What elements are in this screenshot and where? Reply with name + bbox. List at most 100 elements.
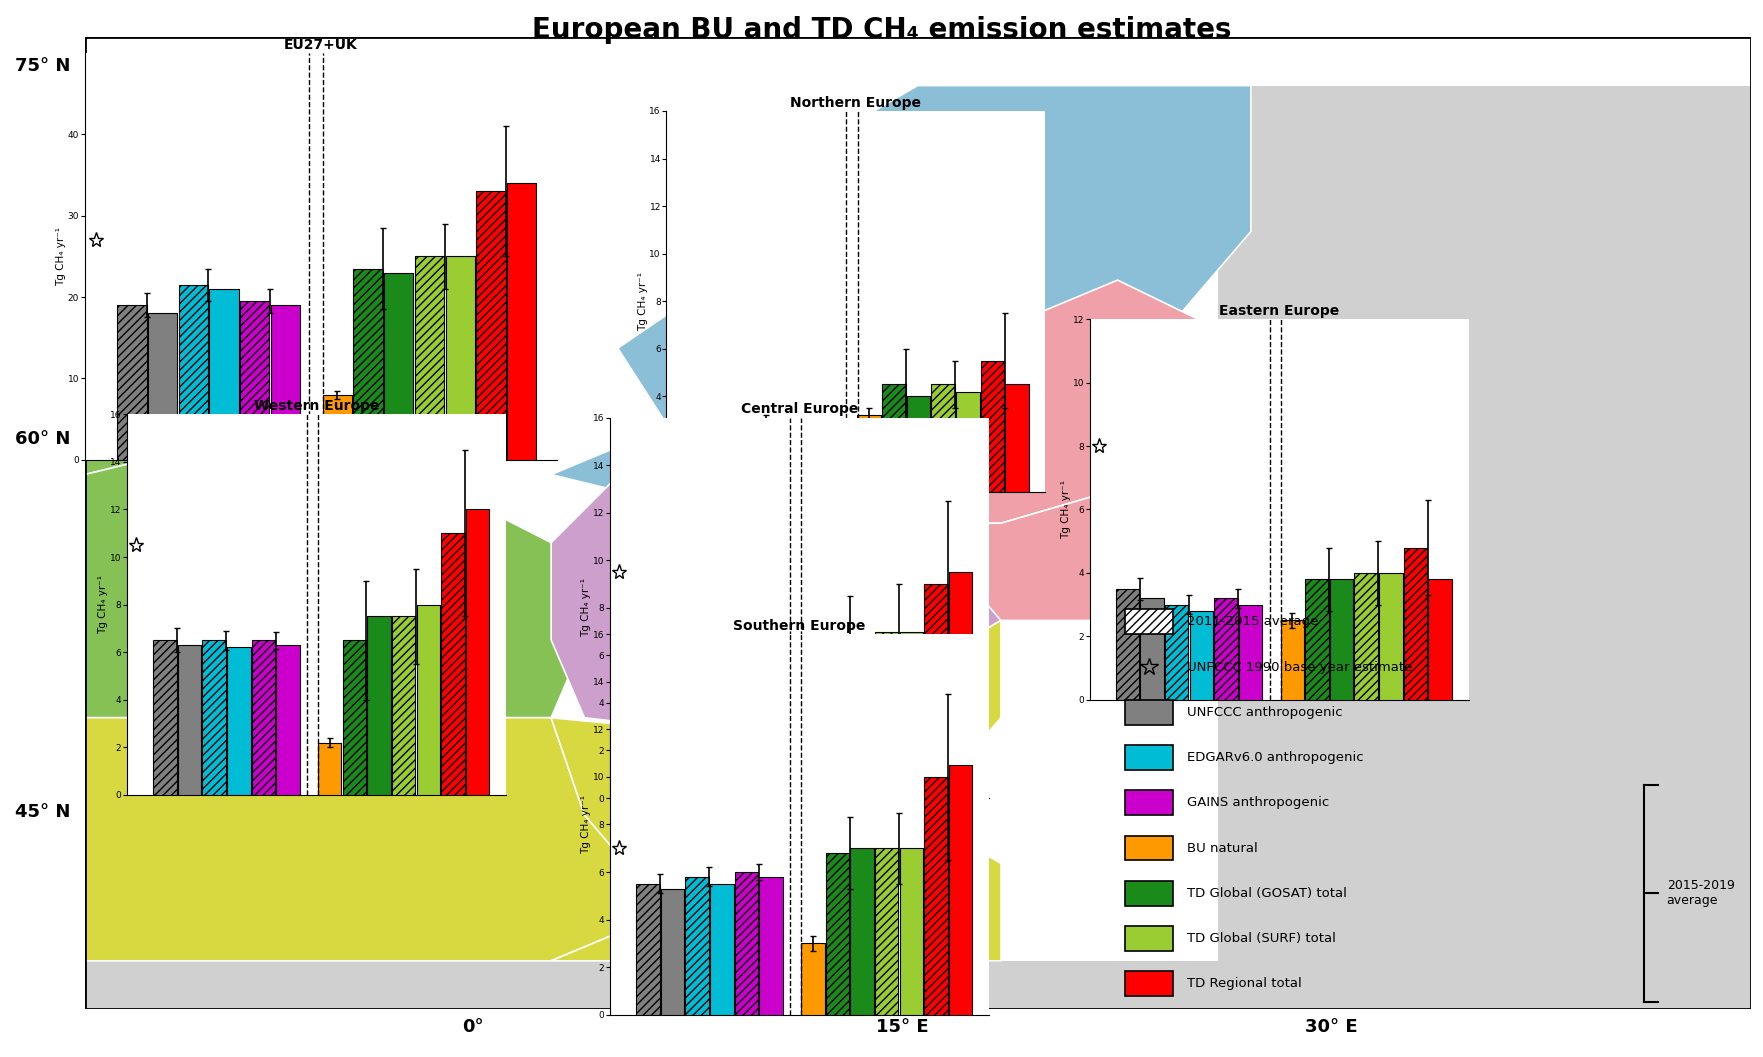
Bar — [1215, 598, 1238, 700]
Text: EDGARv6.0 anthropogenic: EDGARv6.0 anthropogenic — [1186, 752, 1365, 764]
Bar — [414, 256, 444, 460]
Bar — [948, 765, 973, 1015]
Bar — [1190, 611, 1213, 700]
Bar — [203, 641, 226, 795]
Bar — [317, 742, 342, 795]
Bar — [899, 848, 924, 1015]
Text: 2015-2019
average: 2015-2019 average — [1666, 879, 1735, 907]
Bar — [874, 848, 899, 1015]
Bar — [710, 884, 733, 1015]
Polygon shape — [917, 475, 1218, 620]
Bar — [882, 385, 906, 492]
Title: Western Europe: Western Europe — [254, 400, 379, 413]
Bar — [948, 572, 973, 798]
Text: UNFCCC anthropogenic: UNFCCC anthropogenic — [1186, 706, 1343, 719]
Bar — [924, 583, 948, 798]
Y-axis label: Tg CH₄ yr⁻¹: Tg CH₄ yr⁻¹ — [582, 795, 592, 854]
Bar — [1116, 589, 1139, 700]
Bar — [1354, 573, 1379, 700]
Bar — [956, 392, 980, 492]
Bar — [227, 647, 250, 795]
Bar — [735, 872, 758, 1015]
Bar — [800, 779, 825, 798]
FancyBboxPatch shape — [1125, 880, 1172, 906]
Polygon shape — [552, 86, 1250, 523]
Bar — [153, 641, 176, 795]
Bar — [636, 674, 659, 798]
FancyBboxPatch shape — [1125, 700, 1172, 725]
Bar — [874, 632, 899, 798]
Bar — [1239, 605, 1262, 700]
Bar — [760, 877, 783, 1015]
Bar — [850, 848, 874, 1015]
Bar — [384, 273, 414, 460]
Text: 0°: 0° — [462, 1018, 483, 1037]
Bar — [342, 641, 367, 795]
Bar — [1403, 548, 1428, 700]
Y-axis label: Tg CH₄ yr⁻¹: Tg CH₄ yr⁻¹ — [638, 272, 649, 331]
Bar — [416, 605, 441, 795]
Text: 60° N: 60° N — [16, 429, 71, 448]
Bar — [800, 943, 825, 1015]
Bar — [980, 360, 1005, 492]
Bar — [792, 470, 815, 492]
Bar — [924, 777, 948, 1015]
Bar — [465, 509, 490, 795]
Text: 45° N: 45° N — [16, 802, 71, 821]
Bar — [661, 680, 684, 798]
Text: European BU and TD CH₄ emission estimates: European BU and TD CH₄ emission estimate… — [532, 16, 1231, 43]
Bar — [661, 889, 684, 1015]
Polygon shape — [85, 718, 668, 961]
Text: 75° N: 75° N — [16, 56, 71, 75]
Bar — [1141, 598, 1164, 700]
Title: Eastern Europe: Eastern Europe — [1218, 304, 1340, 318]
Text: TD Global (SURF) total: TD Global (SURF) total — [1186, 932, 1336, 945]
Bar — [850, 644, 874, 798]
Bar — [446, 256, 474, 460]
Polygon shape — [85, 231, 335, 475]
Text: 30° E: 30° E — [1305, 1018, 1358, 1037]
Bar — [148, 313, 178, 460]
Text: BU natural: BU natural — [1186, 841, 1259, 854]
Bar — [178, 645, 201, 795]
Bar — [367, 616, 391, 795]
Bar — [323, 394, 353, 460]
FancyBboxPatch shape — [1125, 745, 1172, 769]
FancyBboxPatch shape — [1125, 791, 1172, 815]
Bar — [686, 877, 709, 1015]
Title: Central Europe: Central Europe — [740, 403, 859, 416]
Y-axis label: Tg CH₄ yr⁻¹: Tg CH₄ yr⁻¹ — [1061, 480, 1072, 539]
Bar — [931, 385, 956, 492]
Polygon shape — [552, 620, 1001, 961]
Bar — [1379, 573, 1403, 700]
Bar — [272, 305, 300, 460]
Bar — [1329, 579, 1354, 700]
Bar — [718, 472, 740, 492]
FancyBboxPatch shape — [1125, 836, 1172, 860]
Polygon shape — [85, 86, 1751, 1009]
Bar — [710, 672, 733, 798]
FancyBboxPatch shape — [1125, 610, 1172, 634]
Bar — [116, 305, 146, 460]
Bar — [1005, 385, 1030, 492]
Bar — [686, 667, 709, 798]
Text: 15° E: 15° E — [876, 1018, 929, 1037]
FancyBboxPatch shape — [1125, 926, 1172, 951]
Bar — [277, 645, 300, 795]
Bar — [825, 644, 850, 798]
Bar — [353, 268, 383, 460]
Bar — [240, 301, 270, 460]
Text: TD Global (GOSAT) total: TD Global (GOSAT) total — [1186, 887, 1347, 900]
Bar — [742, 425, 765, 492]
Bar — [441, 533, 465, 795]
Title: Southern Europe: Southern Europe — [733, 619, 866, 633]
Bar — [178, 284, 208, 460]
Bar — [210, 289, 238, 460]
Y-axis label: Tg CH₄ yr⁻¹: Tg CH₄ yr⁻¹ — [56, 227, 67, 285]
Bar — [636, 884, 659, 1015]
Bar — [391, 616, 416, 795]
Bar — [825, 853, 850, 1015]
Text: UNFCCC 1990 base year estimate: UNFCCC 1990 base year estimate — [1186, 661, 1412, 673]
Text: GAINS anthropogenic: GAINS anthropogenic — [1186, 796, 1329, 810]
Text: TD Regional total: TD Regional total — [1186, 977, 1301, 990]
